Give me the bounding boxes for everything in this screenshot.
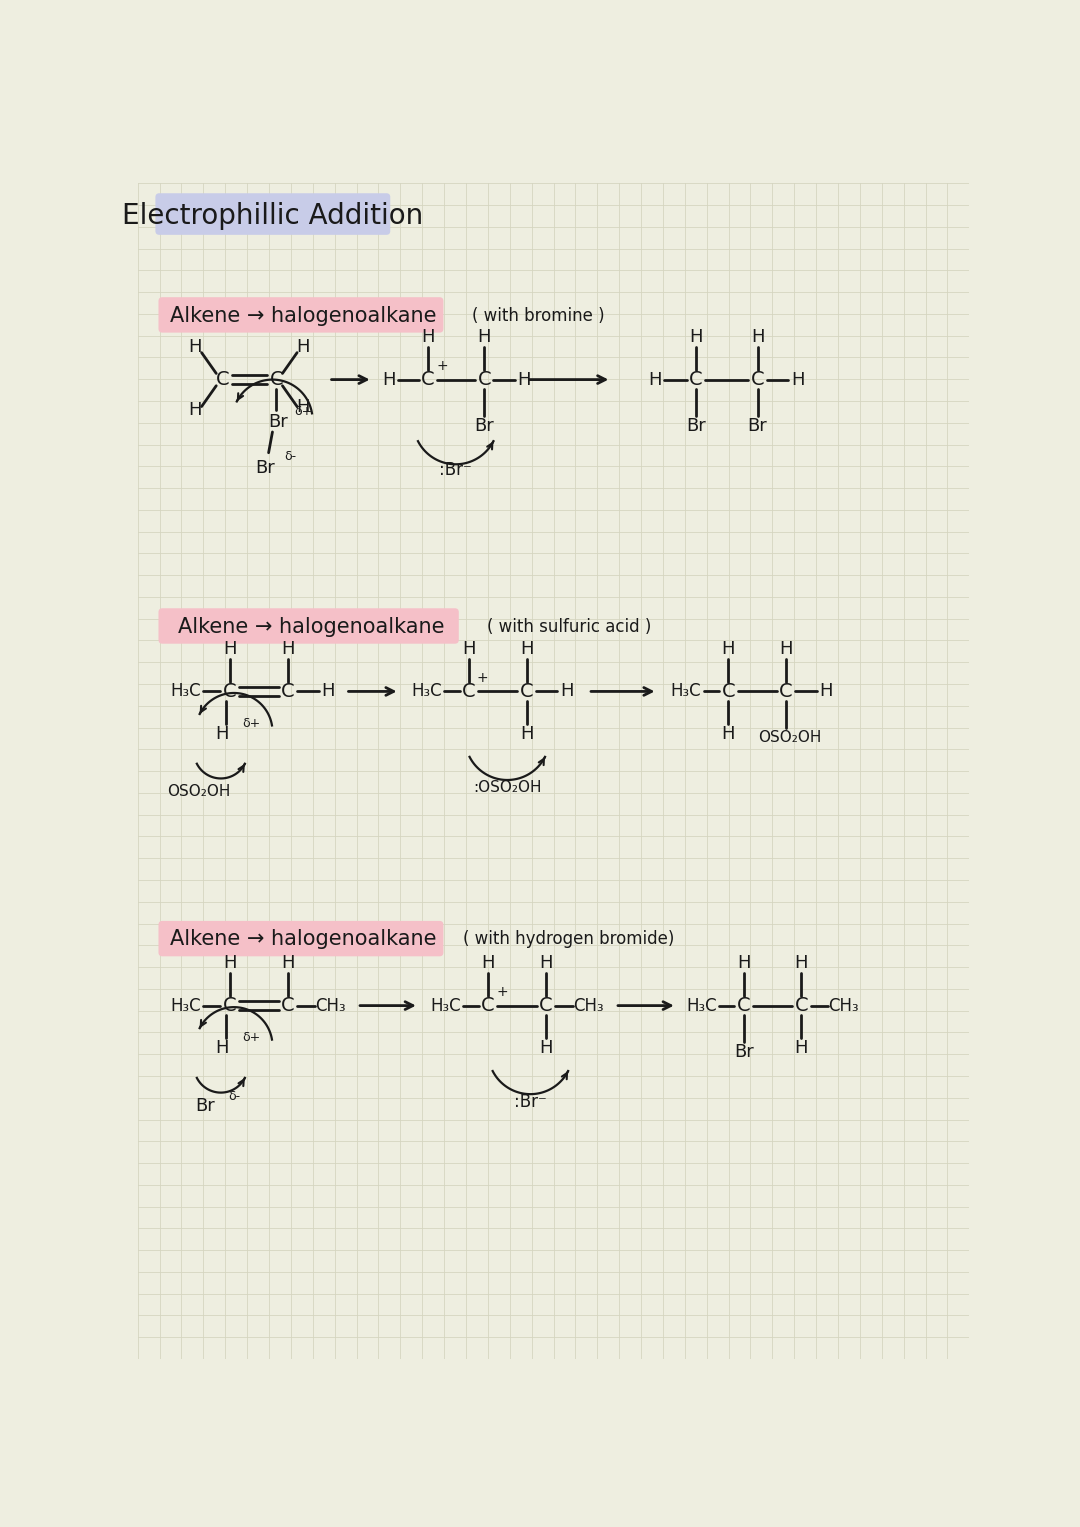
Text: Alkene → halogenoalkane: Alkene → halogenoalkane <box>170 930 436 950</box>
Text: H₃C: H₃C <box>671 683 701 701</box>
Text: C: C <box>737 996 751 1015</box>
Text: C: C <box>482 996 495 1015</box>
Text: H₃C: H₃C <box>170 683 201 701</box>
Text: C: C <box>270 370 283 389</box>
Text: Br: Br <box>268 412 287 431</box>
Text: H: H <box>751 328 765 347</box>
Text: H: H <box>539 1038 553 1057</box>
Text: H: H <box>462 640 475 658</box>
Text: C: C <box>462 683 475 701</box>
Text: C: C <box>281 996 295 1015</box>
Text: H₃C: H₃C <box>170 997 201 1014</box>
Text: δ-: δ- <box>284 450 296 463</box>
Text: H: H <box>648 371 662 388</box>
FancyBboxPatch shape <box>159 921 444 956</box>
Text: :Br⁻: :Br⁻ <box>514 1093 546 1110</box>
Text: C: C <box>216 370 229 389</box>
Text: H: H <box>559 683 573 701</box>
Text: Br: Br <box>195 1096 215 1115</box>
Text: CH₃: CH₃ <box>828 997 859 1014</box>
Text: C: C <box>780 683 793 701</box>
Text: Alkene → halogenoalkane: Alkene → halogenoalkane <box>170 305 436 325</box>
Text: H: H <box>780 640 793 658</box>
Text: Br: Br <box>474 417 494 435</box>
Text: Electrophillic Addition: Electrophillic Addition <box>122 202 423 229</box>
Text: C: C <box>281 683 295 701</box>
Text: H: H <box>224 954 237 973</box>
Text: H: H <box>216 1038 229 1057</box>
Text: H: H <box>519 725 534 742</box>
Text: C: C <box>795 996 808 1015</box>
Text: H: H <box>297 397 310 415</box>
Text: δ+: δ+ <box>294 406 312 418</box>
Text: H₃C: H₃C <box>686 997 716 1014</box>
Text: ( with sulfuric acid ): ( with sulfuric acid ) <box>487 618 651 635</box>
Text: :OSO₂OH: :OSO₂OH <box>473 780 541 796</box>
Text: +: + <box>436 359 448 373</box>
Text: +: + <box>496 985 508 999</box>
Text: H: H <box>795 954 808 973</box>
Text: H: H <box>517 371 531 388</box>
Text: H: H <box>189 402 202 420</box>
Text: H: H <box>482 954 495 973</box>
Text: C: C <box>689 370 703 389</box>
FancyBboxPatch shape <box>159 608 459 644</box>
Text: Br: Br <box>255 460 274 476</box>
Text: C: C <box>539 996 553 1015</box>
Text: H₃C: H₃C <box>411 683 442 701</box>
Text: OSO₂OH: OSO₂OH <box>758 730 822 745</box>
Text: H: H <box>539 954 553 973</box>
Text: H: H <box>297 339 310 356</box>
Text: C: C <box>721 683 735 701</box>
Text: OSO₂OH: OSO₂OH <box>167 783 231 799</box>
Text: H: H <box>689 328 703 347</box>
Text: δ-: δ- <box>228 1090 240 1102</box>
Text: Alkene → halogenoalkane: Alkene → halogenoalkane <box>178 617 444 637</box>
Text: ( with bromine ): ( with bromine ) <box>472 307 605 325</box>
Text: CH₃: CH₃ <box>572 997 604 1014</box>
Text: H: H <box>224 640 237 658</box>
Text: H: H <box>421 328 435 347</box>
Text: H: H <box>216 725 229 742</box>
Text: H₃C: H₃C <box>430 997 461 1014</box>
Text: δ+: δ+ <box>243 718 260 730</box>
Text: H: H <box>477 328 491 347</box>
Text: Br: Br <box>686 417 706 435</box>
Text: Br: Br <box>747 417 768 435</box>
Text: H: H <box>795 1038 808 1057</box>
Text: H: H <box>281 640 295 658</box>
Text: +: + <box>477 670 488 684</box>
Text: C: C <box>477 370 491 389</box>
Text: H: H <box>791 371 805 388</box>
Text: H: H <box>281 954 295 973</box>
Text: C: C <box>224 683 237 701</box>
Text: CH₃: CH₃ <box>315 997 346 1014</box>
Text: Br: Br <box>733 1043 754 1061</box>
Text: H: H <box>820 683 833 701</box>
Text: H: H <box>189 339 202 356</box>
Text: H: H <box>721 640 735 658</box>
Text: H: H <box>321 683 335 701</box>
FancyBboxPatch shape <box>159 298 444 333</box>
Text: H: H <box>737 954 751 973</box>
Text: C: C <box>421 370 435 389</box>
Text: δ+: δ+ <box>243 1031 260 1044</box>
Text: C: C <box>519 683 534 701</box>
Text: C: C <box>751 370 765 389</box>
Text: C: C <box>224 996 237 1015</box>
Text: ( with hydrogen bromide): ( with hydrogen bromide) <box>463 930 675 948</box>
Text: H: H <box>721 725 735 742</box>
Text: :Br⁻: :Br⁻ <box>440 461 472 479</box>
FancyBboxPatch shape <box>156 194 390 235</box>
Text: H: H <box>382 371 396 388</box>
Text: H: H <box>519 640 534 658</box>
